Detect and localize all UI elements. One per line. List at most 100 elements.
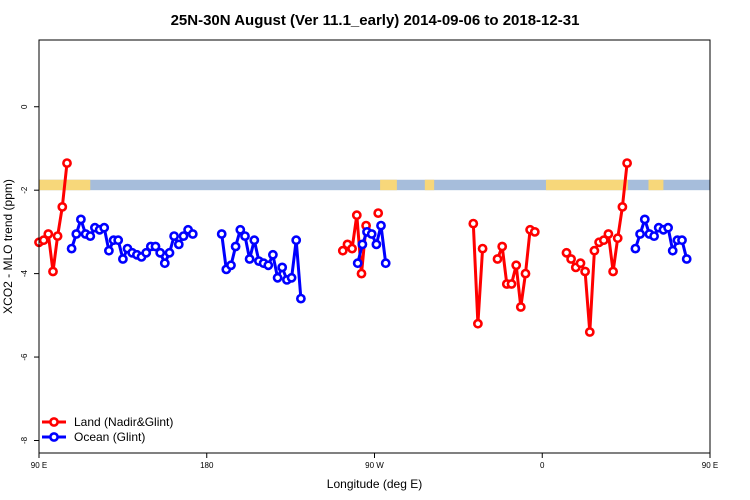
- land-point: [622, 158, 632, 168]
- land-point: [497, 241, 508, 252]
- ocean-point: [267, 249, 278, 260]
- ocean-point: [235, 224, 246, 235]
- land-series-line: [471, 223, 485, 326]
- land-band-segment: [424, 179, 435, 191]
- x-axis-label: Longitude (deg E): [327, 477, 422, 491]
- land-point: [351, 210, 362, 221]
- y-tick-label: 0: [20, 104, 29, 109]
- ocean-point: [216, 229, 227, 239]
- ocean-point: [99, 222, 110, 233]
- ocean-point: [630, 243, 641, 254]
- land-point: [608, 266, 618, 277]
- y-axis-label: XCO2 - MLO trend (ppm): [1, 179, 15, 314]
- land-point: [38, 235, 49, 246]
- land-point: [506, 279, 517, 289]
- ocean-point: [230, 241, 241, 252]
- ocean-point: [118, 254, 128, 264]
- land-point: [580, 266, 590, 277]
- ocean-point: [240, 231, 250, 241]
- ocean-band: [39, 179, 710, 191]
- ocean-point: [380, 258, 391, 269]
- legend-swatch-marker: [49, 417, 59, 427]
- ocean-point: [173, 239, 184, 250]
- y-tick-label: -2: [20, 186, 29, 194]
- ocean-point: [639, 214, 650, 225]
- land-point: [520, 268, 531, 279]
- ocean-point: [677, 235, 687, 246]
- legend-entry: Land (Nadir&Glint): [74, 415, 173, 429]
- land-ocean-mask-band: [39, 179, 710, 191]
- land-point: [612, 233, 623, 244]
- chart-title: 25N-30N August (Ver 11.1_early) 2014-09-…: [171, 12, 580, 29]
- ocean-point: [187, 229, 198, 239]
- land-point: [561, 247, 572, 258]
- ocean-point: [178, 231, 189, 241]
- ocean-series: [66, 214, 692, 304]
- ocean-point: [263, 260, 274, 271]
- y-tick-label: -6: [20, 353, 29, 361]
- land-point: [62, 158, 72, 168]
- land-point: [575, 258, 586, 269]
- land-point: [589, 245, 600, 256]
- ocean-point: [104, 245, 114, 256]
- ocean-point: [277, 262, 288, 273]
- x-tick-label: 90 E: [31, 461, 47, 470]
- legend-entry: Ocean (Glint): [74, 430, 145, 444]
- ocean-point: [85, 231, 96, 241]
- land-point: [472, 318, 483, 329]
- land-band-segment: [648, 179, 664, 191]
- land-point: [584, 327, 595, 337]
- land-point: [566, 254, 576, 264]
- land-point: [603, 229, 614, 239]
- land-point: [617, 201, 628, 212]
- ocean-point: [649, 231, 659, 241]
- ocean-point: [667, 245, 678, 256]
- land-point: [515, 302, 526, 312]
- x-axis: 90 E 180 90 W 0 90 E: [31, 453, 718, 470]
- land-series-line: [38, 162, 69, 273]
- x-tick-label: 90 W: [365, 461, 384, 470]
- ocean-point: [681, 254, 692, 264]
- ocean-point: [295, 293, 306, 304]
- ocean-point: [141, 247, 152, 258]
- ocean-point: [169, 231, 179, 241]
- x-tick-label: 0: [540, 461, 545, 470]
- ocean-point: [291, 235, 302, 246]
- land-point: [337, 245, 348, 256]
- ocean-point: [244, 254, 255, 264]
- ocean-point: [663, 222, 673, 233]
- ocean-point: [357, 239, 368, 250]
- land-point: [356, 268, 367, 279]
- x-tick-label: 180: [200, 461, 214, 470]
- land-point: [598, 235, 609, 246]
- ocean-point: [352, 258, 363, 269]
- x-tick-label: 90 E: [702, 461, 718, 470]
- ocean-point: [249, 235, 260, 246]
- land-point: [492, 254, 503, 264]
- ocean-point: [272, 272, 283, 283]
- land-point: [52, 231, 63, 241]
- ocean-point: [76, 214, 86, 225]
- ocean-point: [71, 229, 82, 239]
- land-point: [347, 243, 357, 254]
- legend-swatch-marker: [49, 432, 59, 442]
- series-layer: [34, 158, 692, 337]
- ocean-point: [635, 229, 645, 239]
- ocean-point: [366, 229, 377, 239]
- land-series: [34, 158, 632, 337]
- land-point: [57, 201, 68, 212]
- land-point: [477, 243, 488, 254]
- legend: Land (Nadir&Glint)Ocean (Glint): [42, 415, 173, 444]
- land-point: [48, 266, 58, 277]
- land-point: [468, 218, 479, 229]
- land-point: [529, 226, 540, 237]
- ocean-point: [150, 241, 161, 252]
- y-axis: 0 -2 -4 -6 -8: [20, 104, 39, 444]
- land-point: [373, 208, 384, 218]
- y-tick-label: -4: [20, 270, 29, 278]
- ocean-point: [286, 272, 297, 283]
- y-tick-label: -8: [20, 436, 29, 444]
- ocean-point: [376, 220, 386, 231]
- land-point: [511, 260, 522, 271]
